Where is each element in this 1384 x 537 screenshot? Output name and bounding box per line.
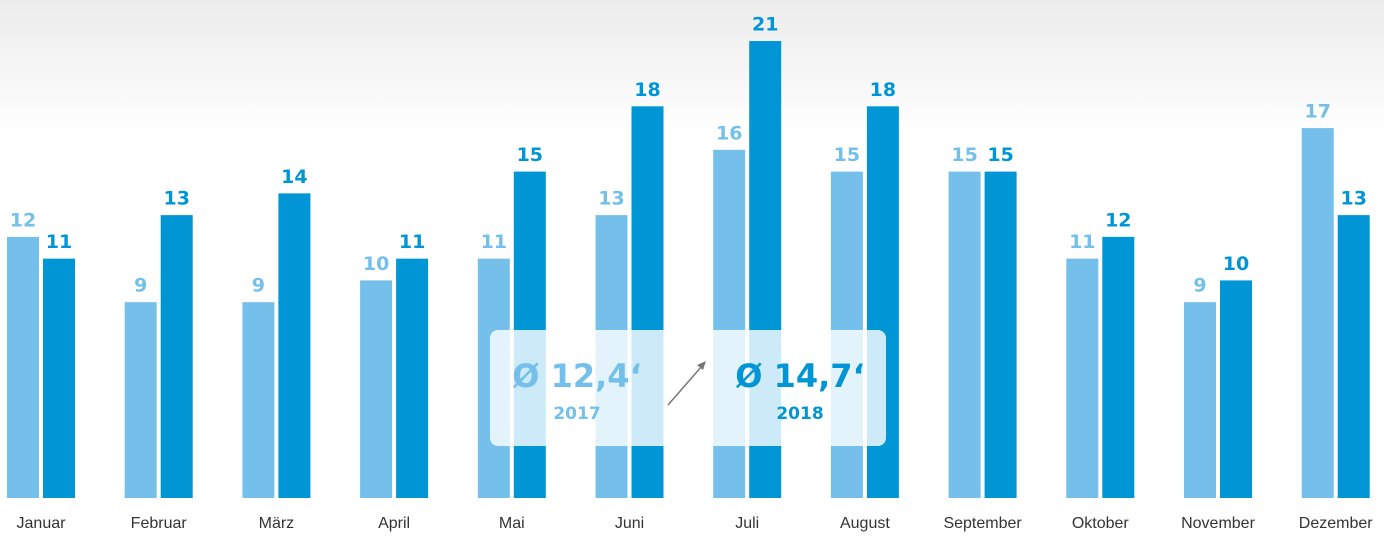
- value-label: 11: [1069, 231, 1095, 253]
- value-label: 13: [598, 188, 624, 210]
- value-label: 13: [163, 188, 189, 210]
- value-label: 17: [1304, 101, 1330, 123]
- value-label: 12: [10, 209, 36, 231]
- bar: [1066, 258, 1099, 498]
- x-tick-label: Oktober: [1072, 515, 1130, 532]
- value-label: 12: [1105, 209, 1131, 231]
- value-label: 14: [281, 166, 307, 188]
- average-box: Ø 12,4‘ 2017 Ø 14,7‘ 2018: [490, 330, 886, 446]
- bar: [984, 171, 1017, 498]
- bars: Januar 12 11 Februar 9 13 März 9 14 April 10 11 Mai 1…: [7, 14, 1373, 532]
- x-tick-label: März: [259, 515, 295, 532]
- x-tick-label: Februar: [131, 515, 188, 532]
- average-2018: Ø 14,7‘: [735, 357, 864, 395]
- bar: [7, 236, 39, 498]
- arrow-head: [697, 361, 706, 370]
- value-label: 11: [399, 231, 425, 253]
- x-tick-label: Juli: [735, 515, 759, 532]
- value-label: 16: [716, 122, 742, 144]
- average-2017: Ø 12,4‘: [512, 357, 641, 395]
- x-tick-label: Januar: [17, 515, 67, 532]
- bar: [360, 280, 393, 498]
- value-label: 15: [951, 144, 977, 166]
- value-label: 15: [517, 144, 543, 166]
- value-label: 18: [634, 79, 660, 101]
- bar: [43, 258, 75, 498]
- bar: [1220, 280, 1252, 498]
- bar: [1102, 236, 1135, 498]
- bar: [160, 215, 193, 498]
- bar: [1337, 215, 1370, 498]
- x-tick-label: November: [1181, 515, 1255, 532]
- value-label: 11: [481, 231, 507, 253]
- value-label: 9: [1193, 275, 1206, 297]
- value-label: 21: [752, 14, 778, 36]
- value-label: 15: [987, 144, 1013, 166]
- x-tick-label: Juni: [615, 515, 644, 532]
- value-label: 11: [46, 231, 72, 253]
- bar: [396, 258, 429, 498]
- bar: [124, 302, 157, 498]
- value-label: 18: [870, 79, 896, 101]
- bar: [1301, 128, 1334, 498]
- value-label: 10: [363, 253, 389, 275]
- x-tick-label: April: [378, 515, 410, 532]
- year-2017: 2017: [553, 404, 600, 424]
- x-tick-label: August: [840, 515, 890, 532]
- value-label: 13: [1340, 188, 1366, 210]
- value-label: 9: [252, 275, 265, 297]
- value-label: 10: [1223, 253, 1249, 275]
- year-2018: 2018: [776, 404, 823, 424]
- x-tick-label: Mai: [499, 515, 525, 532]
- value-label: 9: [134, 275, 147, 297]
- value-label: 15: [834, 144, 860, 166]
- x-tick-label: Dezember: [1299, 515, 1373, 532]
- bar: [1184, 302, 1216, 498]
- bar: [242, 302, 275, 498]
- arrow: [667, 365, 703, 406]
- box-background: [490, 330, 886, 446]
- bar: [278, 193, 311, 499]
- bar: [948, 171, 981, 498]
- x-tick-label: September: [943, 515, 1022, 532]
